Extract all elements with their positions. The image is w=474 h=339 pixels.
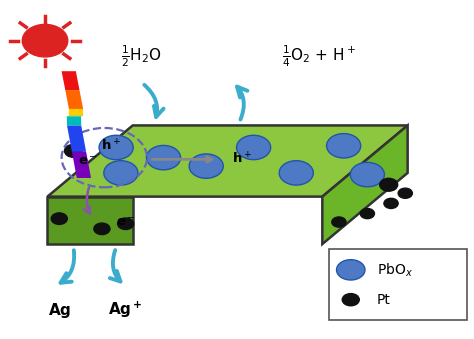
Polygon shape [72, 152, 91, 178]
Circle shape [189, 154, 223, 178]
Circle shape [64, 144, 82, 157]
Circle shape [360, 208, 374, 219]
Text: Pt: Pt [377, 293, 391, 307]
Text: e$^-$: e$^-$ [116, 216, 136, 228]
Circle shape [104, 161, 138, 185]
Polygon shape [67, 126, 86, 152]
Text: PbO$_x$: PbO$_x$ [377, 261, 413, 279]
Polygon shape [65, 90, 83, 109]
FancyArrowPatch shape [237, 87, 247, 119]
Text: $\frac{1}{4}$O$_2$ + H$^+$: $\frac{1}{4}$O$_2$ + H$^+$ [282, 43, 356, 69]
FancyArrowPatch shape [110, 250, 120, 281]
Circle shape [327, 134, 361, 158]
Circle shape [237, 135, 271, 160]
Circle shape [384, 198, 398, 208]
Circle shape [94, 223, 110, 235]
Text: $\bf{Ag^+}$: $\bf{Ag^+}$ [108, 300, 143, 320]
Circle shape [279, 161, 313, 185]
Text: $\frac{1}{2}$H$_2$O: $\frac{1}{2}$H$_2$O [121, 43, 162, 69]
Polygon shape [69, 109, 83, 116]
Circle shape [118, 218, 134, 230]
Circle shape [337, 260, 365, 280]
Polygon shape [67, 117, 81, 126]
Circle shape [398, 188, 412, 198]
Circle shape [380, 178, 398, 191]
Polygon shape [322, 125, 408, 244]
Text: h$^+$: h$^+$ [101, 138, 121, 154]
FancyArrowPatch shape [144, 85, 164, 117]
Circle shape [332, 217, 346, 227]
Circle shape [146, 145, 181, 170]
Text: h$^+$: h$^+$ [232, 152, 252, 167]
Circle shape [99, 135, 133, 160]
Circle shape [22, 24, 68, 57]
FancyArrowPatch shape [61, 250, 74, 283]
Polygon shape [47, 125, 408, 197]
Text: e$^-$: e$^-$ [78, 155, 98, 167]
Circle shape [350, 162, 384, 187]
Polygon shape [67, 116, 83, 117]
Circle shape [51, 213, 67, 224]
Circle shape [342, 294, 359, 306]
Text: $\bf{Ag}$: $\bf{Ag}$ [47, 301, 71, 320]
Polygon shape [47, 197, 133, 244]
FancyArrowPatch shape [84, 187, 90, 214]
Polygon shape [62, 71, 80, 90]
FancyBboxPatch shape [329, 249, 467, 320]
